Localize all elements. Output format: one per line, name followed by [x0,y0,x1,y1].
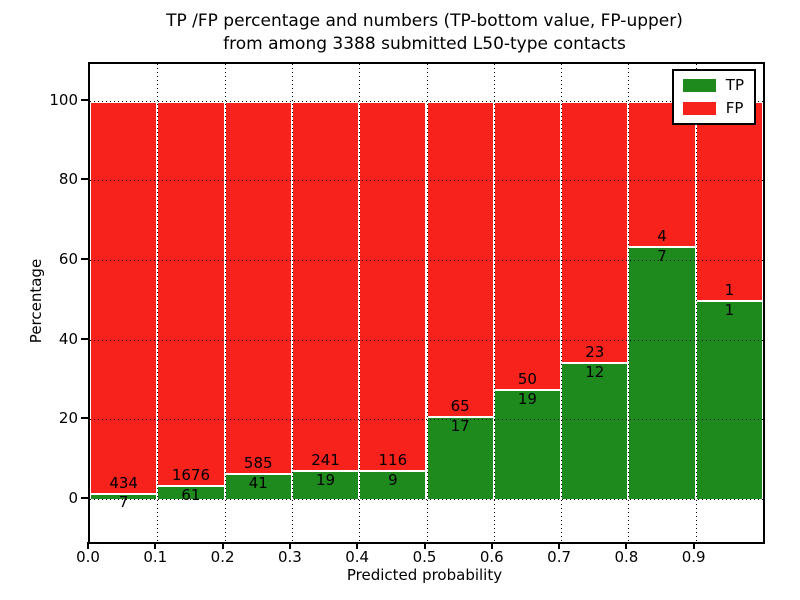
x-tick-label: 0.0 [76,548,100,566]
x-tick-mark [87,542,89,549]
legend-label: FP [725,99,744,117]
fp-count-label: 65 [450,397,470,416]
bar-fp-segment [90,101,158,494]
x-tick-label: 0.1 [143,548,168,566]
y-tick-mark [81,258,88,260]
legend: TP FP [671,69,756,125]
gridline-vertical [628,64,630,542]
gridline-vertical [157,64,159,542]
bar-fp-segment [426,101,494,418]
chart-title-line2: from among 3388 submitted L50-type conta… [223,34,626,54]
bar-tp-segment [695,300,763,500]
legend-swatch-tp [682,79,716,92]
x-tick-mark [423,542,426,549]
fp-count-label: 50 [517,370,537,389]
tp-count-label: 7 [118,493,129,512]
bar-fp-segment [157,101,225,486]
x-tick-label: 0.5 [412,548,437,566]
x-tick-label: 0.9 [681,548,706,566]
tp-count-label: 19 [517,390,537,409]
gridline-vertical [561,64,563,542]
y-tick-label: 40 [58,329,78,348]
bars-layer [90,64,763,542]
y-tick-label: 60 [58,250,78,268]
bar-fp-segment [695,101,763,301]
gridline-vertical [224,64,226,542]
x-axis-label: Predicted probability [346,566,503,584]
x-tick-mark [154,542,157,549]
legend-row: FP [682,99,744,117]
tp-count-label: 19 [315,470,336,489]
x-tick-mark [692,542,695,549]
x-tick-mark [288,542,291,549]
chart-title-line1: TP /FP percentage and numbers (TP-bottom… [166,11,683,31]
gridline-vertical [359,64,361,542]
x-tick-label: 0.6 [479,548,504,566]
bar-tp-segment [561,363,629,500]
y-tick-mark [81,98,88,101]
x-tick-label: 0.3 [277,548,302,566]
fp-count-label: 116 [378,451,408,470]
bar-fp-segment [359,101,427,472]
fp-count-label: 241 [311,450,340,469]
bar-fp-segment [628,101,696,247]
tp-count-label: 12 [585,363,605,382]
gridline-vertical [291,64,293,542]
x-tick-mark [490,542,493,549]
gridline-vertical [493,64,495,542]
x-tick-mark [356,542,359,549]
x-tick-mark [625,542,628,549]
tp-count-label: 17 [450,417,470,436]
tp-count-label: 7 [657,246,667,265]
fp-count-label: 434 [109,473,138,492]
grid-layer [90,64,763,542]
legend-row: TP [682,76,744,94]
tp-count-label: 1 [724,300,735,319]
fp-count-label: 23 [585,343,605,362]
tp-count-label: 41 [248,473,268,492]
x-tick-label: 0.4 [345,548,370,566]
x-tick-label: 0.8 [614,548,639,566]
bar-count-labels-layer: 434 7 1676 61 585 41 241 19 116 9 65 17 50 19 23 12 4 7 1 1 [90,64,763,542]
plot-area: 434 7 1676 61 585 41 241 19 116 9 65 17 50 19 23 12 4 7 1 1… [88,62,765,544]
y-tick-label: 0 [68,488,78,507]
fp-count-label: 4 [657,226,667,245]
y-tick-label: 100 [49,90,78,109]
y-tick-mark [81,417,88,420]
y-tick-mark [81,178,88,181]
gridline-vertical [695,64,697,542]
x-tick-label: 0.2 [210,548,235,566]
chart-title: TP /FP percentage and numbers (TP-bottom… [88,10,761,56]
y-axis-label: Percentage [27,258,45,344]
bar-tp-segment [426,417,494,500]
y-tick-mark [81,337,88,340]
tp-count-label: 9 [388,471,398,490]
fp-count-label: 1 [724,280,735,299]
y-tick-label: 20 [58,409,78,428]
legend-label: TP [725,76,744,94]
legend-swatch-fp [682,102,716,115]
x-tick-mark [558,542,561,549]
tp-count-label: 61 [181,485,201,504]
y-tick-label: 80 [58,170,78,189]
bar-fp-segment [561,101,629,364]
x-tick-label: 0.7 [547,548,572,566]
gridline-vertical [426,64,428,542]
y-tick-mark [81,496,88,499]
bar-tp-segment [628,246,696,500]
x-tick-mark [221,542,224,549]
fp-count-label: 585 [243,453,273,472]
fp-count-label: 1676 [171,465,211,484]
